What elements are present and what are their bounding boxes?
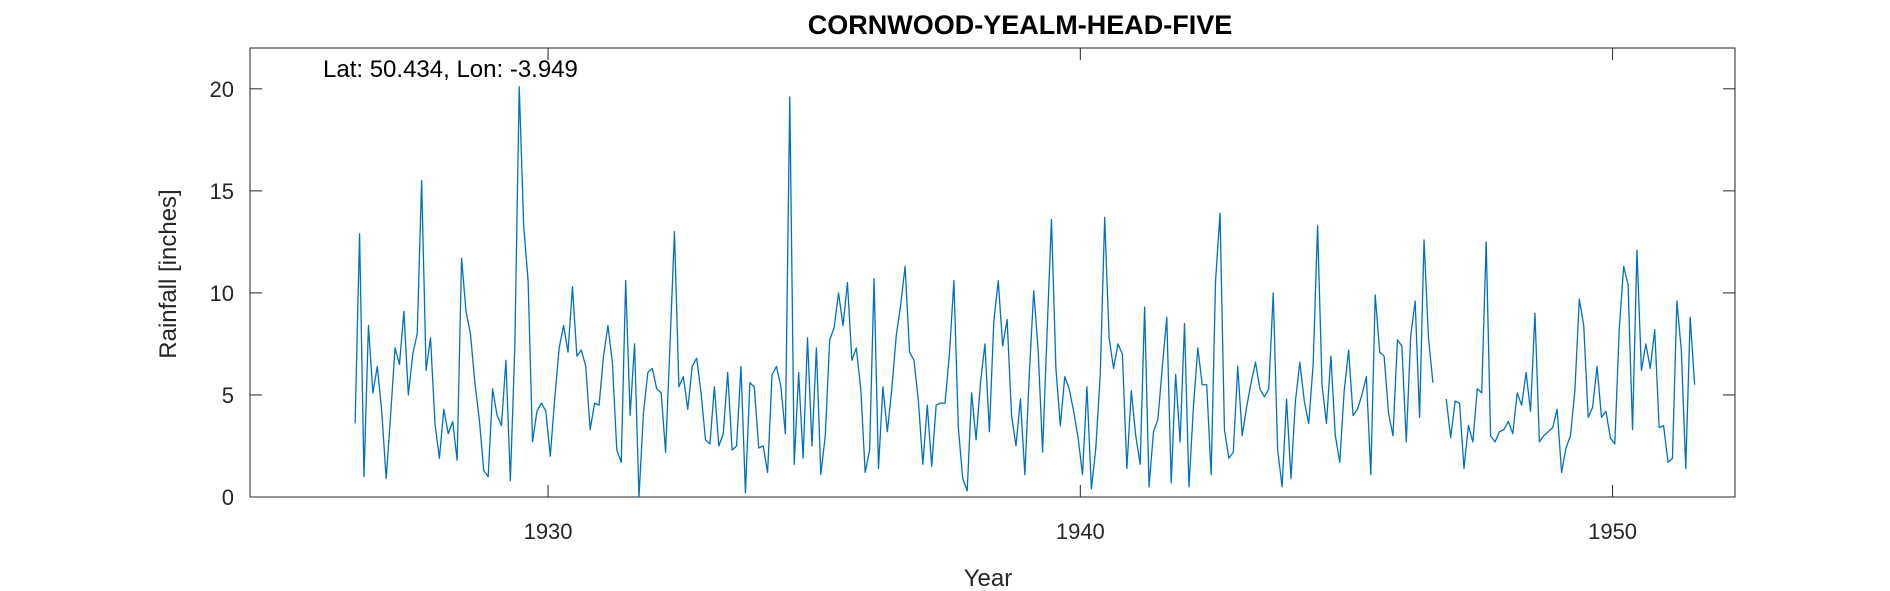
x-tick-label: 1950 <box>1588 519 1637 544</box>
y-tick-label: 10 <box>210 281 234 306</box>
y-tick-label: 20 <box>210 77 234 102</box>
x-axis-label: Year <box>964 565 1013 591</box>
x-axis: 1930 1940 1950 <box>524 48 1637 544</box>
axes-frame <box>249 47 1736 498</box>
y-tick-label: 0 <box>222 485 234 510</box>
rainfall-series-line-2 <box>1445 241 1696 474</box>
y-axis-label: Rainfall [inches] <box>155 189 182 358</box>
x-tick-label: 1940 <box>1056 519 1105 544</box>
y-axis: 0 5 10 15 20 <box>210 77 1735 510</box>
chart-title: CORNWOOD-YEALM-HEAD-FIVE <box>808 10 1232 40</box>
plot-area <box>249 47 1736 498</box>
rainfall-series-line-1 <box>354 86 1434 498</box>
y-tick-label: 5 <box>222 383 234 408</box>
x-tick-label: 1930 <box>524 519 573 544</box>
y-tick-label: 15 <box>210 179 234 204</box>
series-layer <box>354 86 1696 498</box>
location-annotation: Lat: 50.434, Lon: -3.949 <box>323 56 578 83</box>
